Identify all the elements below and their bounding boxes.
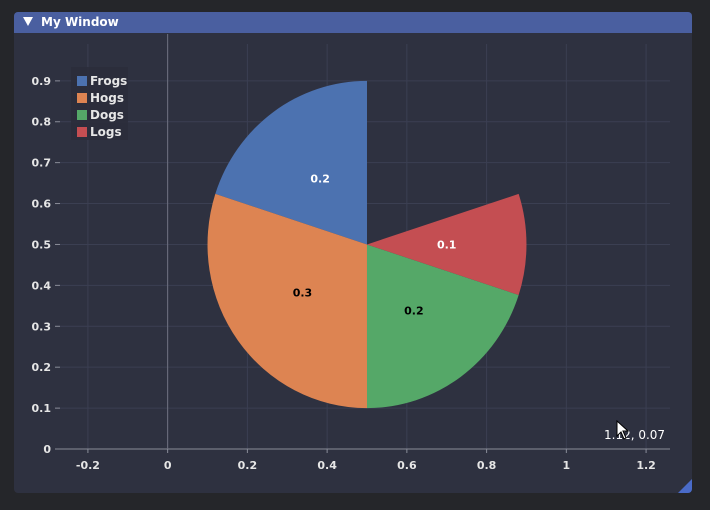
window-title: My Window — [41, 15, 119, 29]
x-tick-label: 0.6 — [397, 459, 417, 472]
y-tick-label: 0.7 — [32, 157, 52, 170]
x-tick-label: 0.2 — [238, 459, 258, 472]
legend-swatch[interactable] — [77, 110, 87, 120]
slice-value-label: 0.1 — [437, 238, 457, 251]
resize-grip-icon[interactable] — [678, 479, 692, 493]
legend-swatch[interactable] — [77, 93, 87, 103]
legend-swatch[interactable] — [77, 76, 87, 86]
pie-slice-frogs[interactable] — [215, 80, 367, 245]
y-tick-label: 0.6 — [32, 198, 52, 211]
x-tick-label: -0.2 — [76, 459, 100, 472]
mouse-cursor-icon — [616, 419, 630, 440]
legend-entry-dogs[interactable]: Dogs — [90, 108, 124, 122]
x-tick-label: 0.4 — [317, 459, 337, 472]
y-tick-label: 0.3 — [32, 320, 52, 333]
plot-window: My Window -0.2 0 0.2 0.4 0.6 0.8 1 1.2 0 0.1 0.2 0.… — [14, 12, 692, 493]
legend-swatch[interactable] — [77, 127, 87, 137]
x-tick-label: 0 — [164, 459, 172, 472]
y-tick-label: 0.9 — [32, 75, 52, 88]
legend-entry-hogs[interactable]: Hogs — [90, 91, 124, 105]
mouse-coordinate-readout: 1.12, 0.07 — [604, 428, 665, 442]
pie-plot[interactable]: -0.2 0 0.2 0.4 0.6 0.8 1 1.2 0 0.1 0.2 0.3 0.4 0.5 0.6… — [14, 12, 692, 493]
x-tick-label: 1.2 — [636, 459, 656, 472]
y-tick-label: 0.2 — [32, 361, 52, 374]
legend-entry-frogs[interactable]: Frogs — [90, 74, 127, 88]
slice-value-label: 0.2 — [404, 305, 424, 318]
y-tick-label: 0.5 — [32, 238, 52, 251]
pie-slice-dogs[interactable] — [366, 244, 519, 409]
y-tick-label: 0.8 — [32, 116, 52, 129]
axes: -0.2 0 0.2 0.4 0.6 0.8 1 1.2 0 0.1 0.2 0.3 0.4 0.5 0.6… — [32, 34, 670, 472]
collapse-triangle-icon[interactable] — [23, 17, 33, 26]
pie-slices — [207, 80, 527, 409]
pie-slice-logs[interactable] — [366, 193, 527, 296]
y-tick-label: 0.4 — [32, 279, 52, 292]
legend-entry-logs[interactable]: Logs — [90, 125, 122, 139]
window-titlebar[interactable]: My Window — [14, 12, 692, 33]
pie-slice-labels: 0.2 0.3 0.2 0.1 — [293, 172, 457, 317]
y-tick-label: 0.1 — [32, 402, 52, 415]
y-tick-label: 0 — [43, 443, 51, 456]
x-tick-label: 0.8 — [477, 459, 497, 472]
legend: Frogs Hogs Dogs Logs — [71, 67, 128, 140]
x-tick-label: 1 — [563, 459, 571, 472]
pie-slice-hogs[interactable] — [207, 193, 367, 409]
slice-value-label: 0.2 — [310, 172, 330, 185]
slice-value-label: 0.3 — [293, 287, 313, 300]
